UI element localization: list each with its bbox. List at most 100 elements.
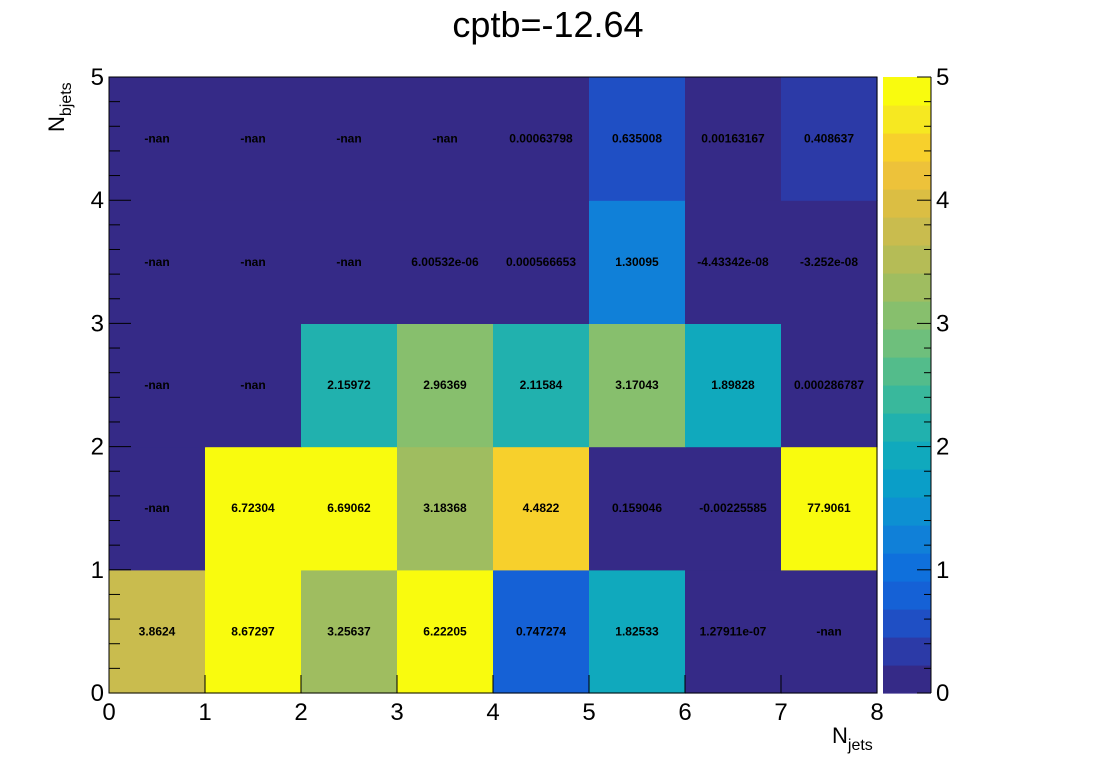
x-tick-label: 6 <box>678 699 691 726</box>
color-scale-bar: 0 1 2 3 4 5 <box>883 64 949 707</box>
heatmap-cell <box>685 323 782 448</box>
heatmap-cell <box>685 77 782 201</box>
x-axis: 0 1 2 3 4 5 6 7 8 <box>102 675 884 726</box>
colorbar-tick-label: 5 <box>936 64 949 91</box>
x-axis-label-main: N <box>832 723 848 748</box>
colorbar-segment <box>883 189 931 218</box>
colorbar-tick-label: 2 <box>936 434 949 461</box>
colorbar-segment <box>883 525 931 554</box>
x-tick-label: 1 <box>198 699 211 726</box>
heatmap-cell <box>493 77 590 201</box>
colorbar-segment <box>883 609 931 638</box>
colorbar-segment <box>883 637 931 666</box>
colorbar-segment <box>883 553 931 582</box>
heatmap-cell <box>493 323 590 448</box>
heatmap-cell <box>205 323 302 448</box>
colorbar-segment <box>883 385 931 414</box>
heatmap-cell <box>205 200 302 324</box>
cell-value-label: -nan <box>144 501 169 515</box>
colorbar-segment <box>883 133 931 162</box>
chart-title: cptb=-12.64 <box>452 4 643 45</box>
heatmap-cell <box>685 446 782 571</box>
x-axis-label: Njets <box>832 723 873 754</box>
heatmap-cell <box>301 77 398 201</box>
heatmap-cell <box>205 446 302 571</box>
cell-value-label: 3.8624 <box>139 624 176 638</box>
y-axis-label-main: N <box>44 116 69 132</box>
heatmap-cell <box>781 569 878 694</box>
cell-labels: 3.8624 8.67297 3.25637 6.22205 0.747274 1.825… <box>139 132 865 639</box>
x-tick-label: 5 <box>582 699 595 726</box>
colorbar-segment <box>883 273 931 302</box>
heatmap-cell <box>109 323 206 448</box>
y-tick-label: 1 <box>91 557 104 584</box>
heatmap-cell <box>781 446 878 571</box>
cell-value-label: 0.747274 <box>516 624 566 638</box>
y-axis-label-sub: bjets <box>58 82 75 116</box>
colorbar-segment <box>883 497 931 526</box>
heatmap-cell <box>301 200 398 324</box>
colorbar-segment <box>883 77 931 106</box>
cell-value-label: -0.00225585 <box>699 501 767 515</box>
cell-value-label: -nan <box>816 624 841 638</box>
heatmap-cell <box>589 200 686 324</box>
y-tick-label: 2 <box>91 434 104 461</box>
colorbar-tick-label: 1 <box>936 557 949 584</box>
cell-value-label: 1.82533 <box>615 624 659 638</box>
cell-value-label: 8.67297 <box>231 624 275 638</box>
cell-value-label: -nan <box>240 378 265 392</box>
cell-value-label: 4.4822 <box>523 501 560 515</box>
heatmap-cells <box>109 77 878 694</box>
heatmap-cell <box>685 200 782 324</box>
heatmap-cell <box>109 200 206 324</box>
cell-value-label: 1.89828 <box>711 378 755 392</box>
x-tick-label: 0 <box>102 699 115 726</box>
heatmap-cell <box>109 77 206 201</box>
colorbar-segment <box>883 161 931 190</box>
heatmap-cell <box>589 323 686 448</box>
y-tick-label: 3 <box>91 310 104 337</box>
cell-value-label: 77.9061 <box>807 501 851 515</box>
cell-value-label: 3.17043 <box>615 378 659 392</box>
cell-value-label: 1.30095 <box>615 255 659 269</box>
cell-value-label: 2.15972 <box>327 378 371 392</box>
colorbar-segment <box>883 301 931 330</box>
x-tick-label: 3 <box>390 699 403 726</box>
cell-value-label: 0.159046 <box>612 501 662 515</box>
cell-value-label: -4.43342e-08 <box>697 255 769 269</box>
colorbar-segment <box>883 329 931 358</box>
cell-value-label: 2.96369 <box>423 378 467 392</box>
heatmap-cell <box>397 569 494 694</box>
cell-value-label: 0.000286787 <box>794 378 864 392</box>
x-tick-label: 7 <box>774 699 787 726</box>
cell-value-label: -nan <box>144 378 169 392</box>
heatmap-cell <box>781 77 878 201</box>
heatmap-cell <box>493 569 590 694</box>
cell-value-label: -3.252e-08 <box>800 255 858 269</box>
colorbar-segment <box>883 665 931 694</box>
heatmap-cell <box>301 446 398 571</box>
colorbar-segment <box>883 245 931 274</box>
cell-value-label: 3.18368 <box>423 501 467 515</box>
colorbar-segment <box>883 469 931 498</box>
y-tick-label: 4 <box>91 187 104 214</box>
heatmap-cell <box>301 323 398 448</box>
cell-value-label: 0.000566653 <box>506 255 576 269</box>
heatmap-cell <box>589 569 686 694</box>
x-tick-label: 8 <box>870 699 883 726</box>
heatmap-cell <box>781 323 878 448</box>
cell-value-label: 0.00063798 <box>509 132 573 146</box>
heatmap-cell <box>301 569 398 694</box>
cell-value-label: -nan <box>144 132 169 146</box>
heatmap-cell <box>397 77 494 201</box>
cell-value-label: 1.27911e-07 <box>700 624 767 638</box>
colorbar-tick-label: 4 <box>936 187 949 214</box>
cell-value-label: -nan <box>336 255 361 269</box>
colorbar-segment <box>883 217 931 246</box>
cell-value-label: 0.00163167 <box>701 132 765 146</box>
cell-value-label: 2.11584 <box>520 378 563 392</box>
y-tick-label: 0 <box>91 680 104 707</box>
colorbar-segment <box>883 581 931 610</box>
x-tick-label: 4 <box>486 699 499 726</box>
